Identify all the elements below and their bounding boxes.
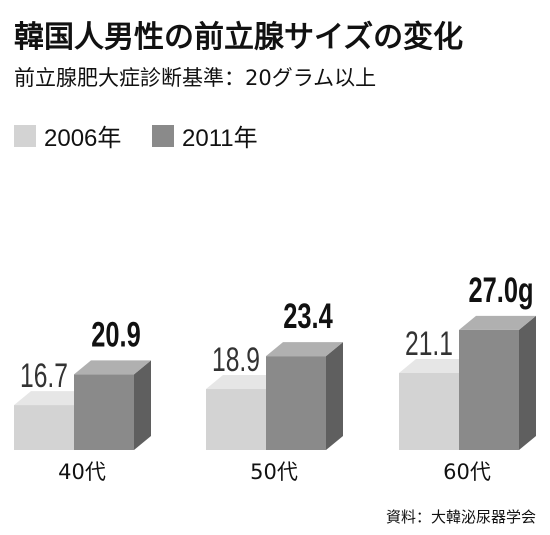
bar-side — [326, 342, 343, 450]
bar-top — [399, 358, 476, 373]
data-label-2011-50s: 23.4 — [283, 296, 333, 336]
legend: 2006年 2011年 — [0, 118, 550, 158]
bar-front — [74, 374, 134, 450]
legend-item-2006: 2006年 — [14, 118, 121, 153]
bar-top — [206, 375, 283, 390]
category-label-50s: 50代 — [250, 460, 298, 484]
data-label-2011-60s: 27.0g — [469, 270, 534, 310]
data-label-2006-60s: 21.1 — [405, 325, 453, 363]
legend-item-2011: 2011年 — [152, 118, 258, 153]
chart-title: 韓国人男性の前立腺サイズの変化 — [14, 20, 464, 55]
bar-side — [134, 360, 151, 450]
bar-front — [206, 389, 266, 450]
legend-swatch-2006 — [14, 124, 36, 147]
bar-2011-50s — [266, 342, 343, 450]
data-label-2011-40s: 20.9 — [91, 314, 140, 354]
data-label-2006-50s: 18.9 — [212, 341, 260, 379]
bar-front — [14, 405, 74, 450]
bar-top — [74, 360, 151, 375]
chart-subtitle: 前立腺肥大症診断基準：20グラム以上 — [14, 66, 377, 90]
bar-top — [266, 342, 343, 357]
legend-swatch-2011 — [152, 124, 174, 147]
data-label-2006-40s: 16.7 — [20, 357, 68, 395]
bar-front — [399, 372, 459, 450]
bar-2011-40s — [74, 360, 151, 450]
legend-label-2006: 2006年 — [44, 125, 122, 152]
bar-front — [459, 329, 519, 450]
source-note: 資料：大韓泌尿器学会 — [385, 508, 536, 526]
bar-front — [266, 356, 326, 450]
bar-2011-60s — [459, 315, 536, 450]
category-label-40s: 40代 — [58, 460, 106, 484]
bar-side — [519, 315, 536, 450]
category-label-60s: 60代 — [443, 460, 491, 484]
bar-top — [459, 315, 536, 330]
bar-top — [14, 391, 91, 406]
legend-label-2011: 2011年 — [182, 125, 258, 152]
